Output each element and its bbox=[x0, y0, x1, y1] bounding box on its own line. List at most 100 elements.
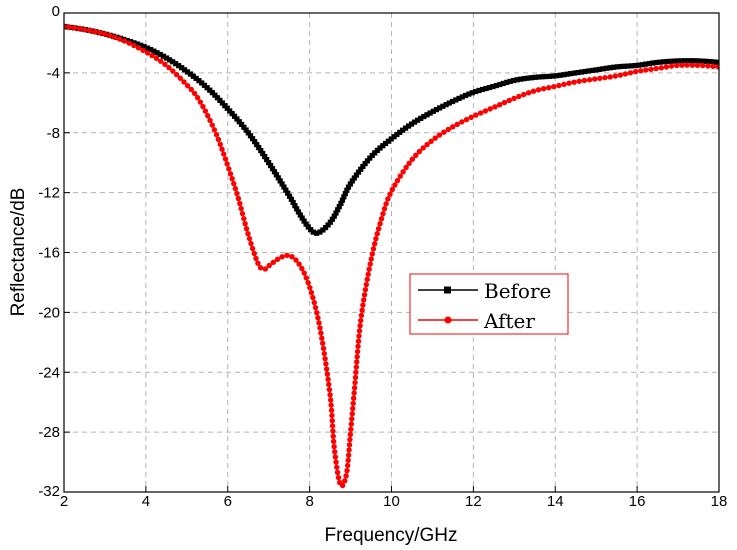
data-point-before bbox=[258, 147, 264, 154]
data-point-after bbox=[334, 464, 340, 470]
x-tick-label: 14 bbox=[547, 493, 564, 510]
data-point-before bbox=[621, 63, 627, 69]
data-point-after bbox=[284, 252, 290, 258]
data-point-before bbox=[693, 58, 699, 64]
data-point-after bbox=[387, 191, 393, 197]
data-point-before bbox=[646, 60, 652, 67]
data-point-after bbox=[345, 457, 351, 464]
data-point-after bbox=[305, 280, 311, 286]
data-point-before bbox=[525, 75, 531, 81]
data-point-before bbox=[483, 85, 489, 92]
data-point-before bbox=[325, 222, 331, 228]
data-point-after bbox=[454, 121, 460, 128]
data-point-after bbox=[323, 366, 330, 372]
data-point-after bbox=[327, 392, 333, 398]
data-point-after bbox=[299, 265, 305, 272]
data-point-after bbox=[653, 65, 659, 72]
data-point-before bbox=[668, 58, 674, 64]
y-tick-label: -12 bbox=[38, 185, 60, 202]
data-point-after bbox=[222, 156, 229, 162]
data-point-after bbox=[375, 226, 382, 232]
data-point-before bbox=[532, 74, 538, 80]
data-point-before bbox=[260, 150, 266, 157]
data-point-before bbox=[320, 227, 326, 233]
data-point-after bbox=[319, 335, 325, 341]
data-point-after bbox=[463, 116, 470, 123]
data-point-before bbox=[269, 166, 276, 172]
data-point-after bbox=[296, 261, 302, 267]
data-point-after bbox=[266, 262, 272, 269]
data-point-before bbox=[297, 212, 303, 218]
data-point-before bbox=[411, 119, 418, 125]
data-point-before bbox=[245, 130, 251, 136]
data-point-after bbox=[209, 122, 215, 128]
x-tick-label: 16 bbox=[629, 493, 646, 510]
data-point-after bbox=[126, 40, 132, 46]
data-point-after bbox=[333, 459, 339, 465]
data-point-after bbox=[81, 26, 88, 33]
data-point-after bbox=[392, 182, 398, 188]
data-point-before bbox=[201, 82, 208, 88]
data-point-after bbox=[329, 423, 336, 429]
data-point-after bbox=[149, 52, 155, 59]
data-point-after bbox=[643, 67, 649, 73]
data-point-before bbox=[141, 44, 147, 50]
data-point-after bbox=[356, 328, 363, 334]
data-point-before bbox=[497, 81, 503, 88]
data-point-after bbox=[546, 84, 552, 91]
data-point-before bbox=[301, 218, 307, 224]
data-point-before bbox=[430, 108, 436, 114]
data-point-after bbox=[97, 29, 103, 36]
data-point-before bbox=[222, 103, 228, 109]
data-point-before bbox=[329, 216, 336, 222]
data-point-after bbox=[215, 136, 222, 143]
data-point-before bbox=[528, 75, 535, 81]
data-point-before bbox=[507, 78, 513, 84]
data-point-after bbox=[591, 76, 598, 82]
data-point-before bbox=[614, 64, 620, 70]
data-point-before bbox=[292, 203, 298, 209]
data-point-before bbox=[462, 92, 469, 99]
data-point-after bbox=[219, 146, 225, 152]
data-point-after bbox=[663, 64, 670, 70]
data-point-after bbox=[487, 106, 493, 112]
data-point-before bbox=[550, 73, 556, 79]
data-point-before bbox=[440, 103, 446, 109]
data-point-after bbox=[477, 110, 484, 116]
data-point-before bbox=[271, 169, 278, 175]
data-point-after bbox=[540, 86, 547, 92]
data-point-after bbox=[441, 129, 447, 135]
data-point-before bbox=[355, 169, 362, 175]
data-point-before bbox=[639, 62, 645, 68]
data-point-after bbox=[394, 177, 401, 184]
data-point-after bbox=[351, 385, 358, 391]
data-point-before bbox=[170, 59, 176, 65]
data-point-after bbox=[350, 400, 356, 407]
data-point-after bbox=[352, 379, 358, 386]
data-point-after bbox=[327, 397, 334, 403]
data-point-before bbox=[193, 75, 199, 82]
y-tick-label: -16 bbox=[38, 245, 60, 262]
data-point-before bbox=[449, 98, 456, 105]
data-point-before bbox=[453, 97, 459, 103]
data-point-before bbox=[173, 61, 179, 67]
data-point-after bbox=[581, 77, 588, 84]
data-point-after bbox=[347, 431, 354, 438]
data-point-before bbox=[266, 160, 272, 166]
data-point-after bbox=[648, 66, 654, 73]
data-point-after bbox=[342, 478, 348, 484]
data-point-after bbox=[249, 245, 256, 252]
data-point-after bbox=[612, 73, 618, 79]
data-point-before bbox=[262, 153, 268, 160]
data-point-before bbox=[256, 144, 262, 151]
data-point-before bbox=[217, 97, 223, 103]
data-point-before bbox=[157, 51, 163, 58]
data-point-before bbox=[241, 124, 247, 130]
data-point-after bbox=[326, 381, 332, 388]
data-point-before bbox=[682, 58, 688, 64]
data-point-before bbox=[385, 138, 392, 144]
series-after bbox=[64, 23, 719, 489]
data-point-after bbox=[420, 145, 426, 151]
data-point-before bbox=[345, 184, 352, 190]
data-point-before bbox=[148, 46, 154, 53]
